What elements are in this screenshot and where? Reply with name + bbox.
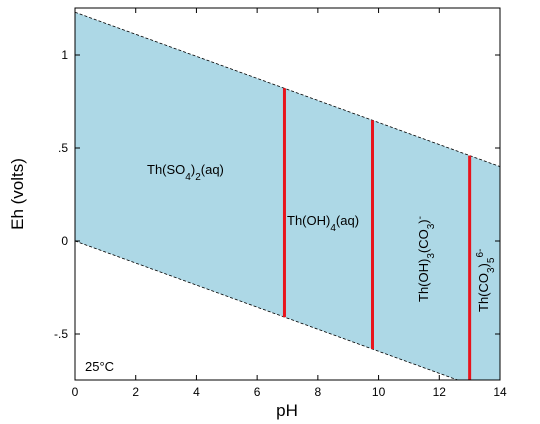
x-tick-label: 6 xyxy=(254,385,261,399)
upper-water-boundary xyxy=(75,11,500,167)
y-axis-title: Eh (volts) xyxy=(8,158,27,230)
x-tick-label: 4 xyxy=(193,385,200,399)
x-axis-title: pH xyxy=(276,401,298,420)
x-tick-label: 0 xyxy=(72,385,79,399)
x-tick-label: 8 xyxy=(315,385,322,399)
x-tick-label: 10 xyxy=(372,385,386,399)
plot-area xyxy=(74,7,501,381)
y-tick-label: 1 xyxy=(61,48,68,62)
lower-water-boundary xyxy=(75,240,459,380)
y-tick-label: 0 xyxy=(61,234,68,248)
water-stability-field xyxy=(75,12,500,380)
temperature-label: 25°C xyxy=(85,359,114,374)
plot-frame xyxy=(74,7,501,381)
y-tick-label: -.5 xyxy=(54,327,68,341)
y-axis: -.5 0 .5 1 xyxy=(54,48,500,341)
phase-boundaries xyxy=(282,88,472,380)
y-tick-label: .5 xyxy=(58,141,68,155)
x-axis: 0 2 4 6 8 10 12 14 xyxy=(72,8,507,399)
x-tick-label: 14 xyxy=(493,385,507,399)
x-tick-label: 2 xyxy=(132,385,139,399)
x-tick-label: 12 xyxy=(433,385,447,399)
